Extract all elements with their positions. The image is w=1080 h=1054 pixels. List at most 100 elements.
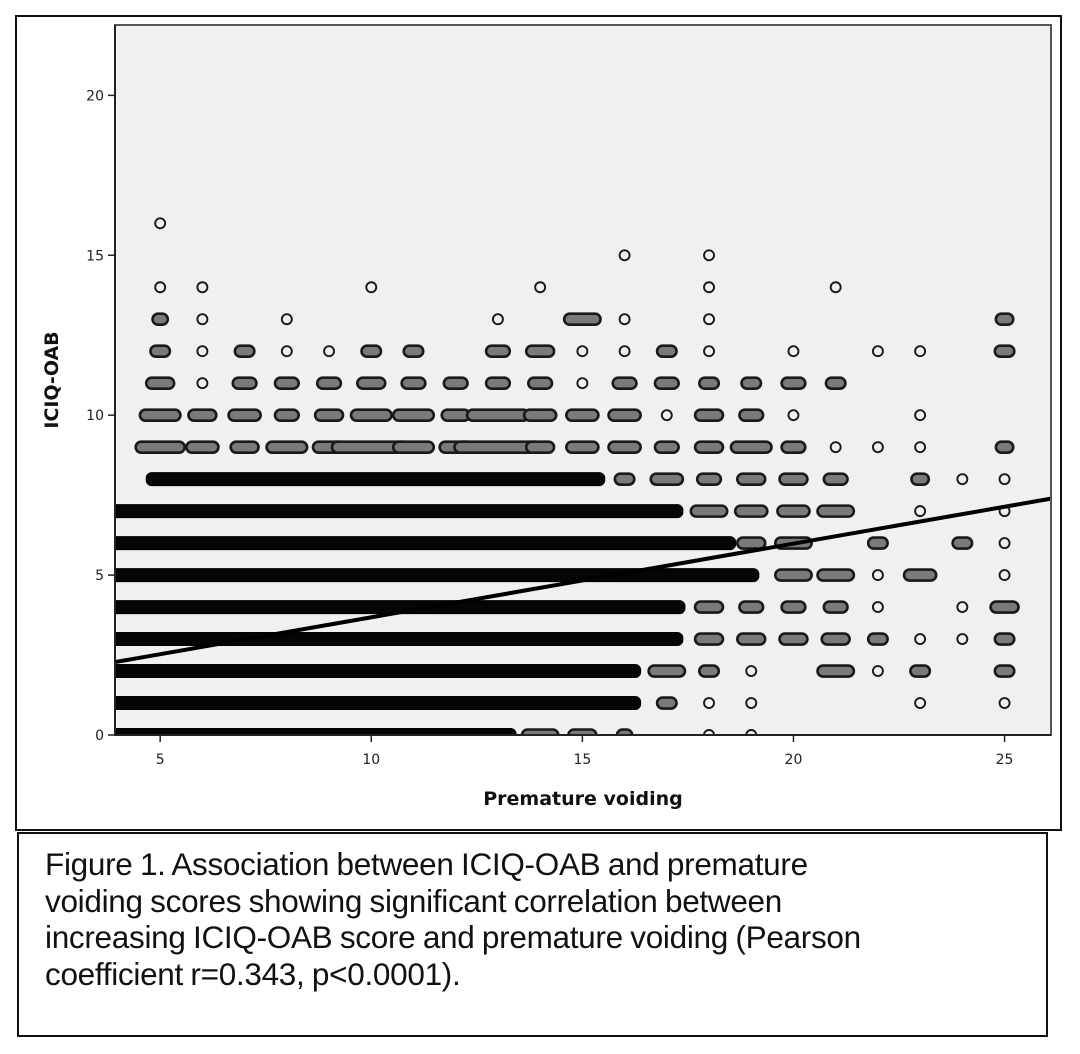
marker-cluster [653, 376, 680, 390]
marker-cluster [233, 344, 256, 359]
marker-cluster [484, 344, 512, 359]
data-point [871, 345, 884, 358]
marker-band [116, 504, 684, 519]
marker-cluster [607, 408, 642, 422]
x-tick-label: 25 [996, 752, 1014, 768]
marker-band [116, 696, 642, 711]
marker-cluster [607, 440, 642, 454]
y-tick-label: 20 [86, 88, 104, 104]
marker-band [116, 632, 684, 647]
marker-cluster [735, 536, 767, 550]
figure-caption: Figure 1. Association between ICIQ-OAB a… [45, 846, 1026, 992]
marker-cluster [465, 408, 531, 422]
marker-cluster [776, 504, 811, 518]
marker-cluster [866, 632, 889, 646]
marker-cluster [780, 440, 807, 454]
marker-cluster [360, 344, 383, 359]
y-tick-label: 15 [86, 248, 104, 264]
data-point [196, 313, 209, 326]
data-markers [116, 217, 1020, 735]
marker-cluster [698, 664, 721, 678]
marker-cluster [524, 344, 556, 359]
caption-line: coefficient r=0.343, p<0.0001). [45, 955, 461, 992]
marker-cluster [693, 632, 725, 646]
marker-band [116, 568, 760, 583]
x-axis-title: Premature voiding [483, 788, 682, 810]
marker-cluster [391, 408, 436, 422]
marker-cluster [695, 472, 723, 486]
regression-line [116, 496, 1050, 664]
marker-cluster [402, 344, 425, 359]
data-point [871, 601, 884, 614]
marker-cluster [951, 536, 974, 550]
y-axis-ticks: 0 5 10 15 20 [86, 88, 115, 744]
data-point [998, 473, 1011, 486]
marker-cluster [522, 408, 558, 422]
marker-cluster [151, 312, 170, 327]
marker-band [116, 664, 642, 679]
y-tick-label: 0 [95, 728, 104, 744]
marker-cluster [567, 728, 598, 735]
data-point [914, 345, 927, 358]
marker-cluster [391, 440, 436, 454]
data-point [956, 473, 969, 486]
data-point [618, 313, 631, 326]
marker-cluster [649, 472, 685, 486]
marker-cluster [149, 344, 172, 359]
marker-cluster [735, 472, 767, 486]
marker-cluster [989, 600, 1020, 614]
data-point [914, 409, 927, 422]
marker-cluster [315, 376, 343, 390]
marker-cluster [349, 408, 393, 422]
marker-cluster [820, 632, 851, 646]
data-point [365, 281, 378, 294]
marker-cluster [273, 376, 300, 390]
data-point [998, 537, 1011, 550]
marker-cluster [816, 504, 856, 518]
marker-cluster [693, 440, 725, 454]
marker-cluster [138, 408, 182, 422]
data-point [703, 729, 715, 735]
marker-cluster [693, 600, 725, 614]
caption-line: voiding scores showing significant corre… [45, 882, 782, 919]
marker-cluster [816, 568, 856, 582]
caption-box: Figure 1. Association between ICIQ-OAB a… [17, 832, 1048, 1037]
marker-cluster [780, 376, 807, 390]
marker-cluster [655, 344, 678, 359]
marker-band [145, 472, 606, 487]
data-point [871, 569, 884, 582]
y-tick-label: 5 [95, 568, 104, 584]
marker-cluster [993, 344, 1016, 359]
marker-cluster [994, 440, 1015, 454]
marker-cluster [910, 472, 931, 486]
data-point [998, 697, 1011, 709]
marker-cluster [729, 440, 773, 454]
marker-cluster [689, 504, 729, 518]
data-point [871, 441, 884, 454]
marker-cluster [778, 632, 809, 646]
marker-cluster [356, 376, 387, 390]
data-point [787, 345, 800, 358]
marker-cluster [902, 568, 938, 582]
marker-cluster [527, 376, 554, 390]
data-point [660, 409, 673, 422]
marker-cluster [440, 408, 471, 422]
data-point [703, 249, 715, 262]
marker-cluster [524, 440, 556, 454]
marker-cluster [735, 632, 767, 646]
data-point [914, 441, 927, 454]
marker-cluster [653, 440, 680, 454]
marker-cluster [738, 408, 765, 422]
x-tick-label: 10 [362, 752, 380, 768]
marker-band [116, 536, 737, 551]
data-point [703, 281, 715, 294]
data-point [280, 345, 293, 358]
x-tick-label: 5 [156, 752, 165, 768]
data-point [534, 281, 547, 294]
data-point [618, 249, 631, 262]
data-point [576, 345, 589, 358]
marker-cluster [780, 600, 807, 614]
marker-cluster [144, 376, 176, 390]
data-point [956, 633, 969, 646]
y-axis-title: ICIQ-OAB [41, 331, 63, 428]
